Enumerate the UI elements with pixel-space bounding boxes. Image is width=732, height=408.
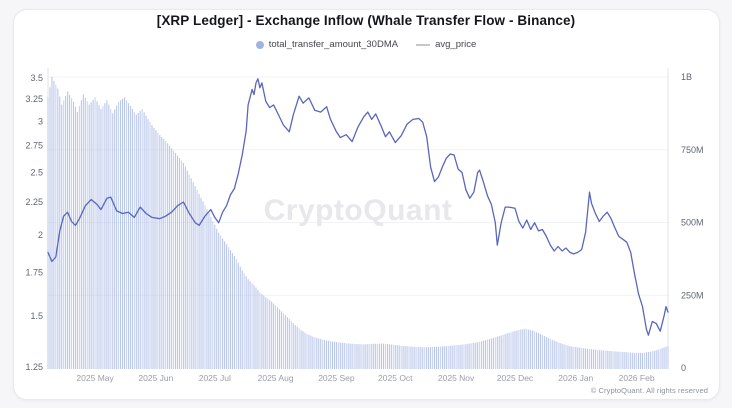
svg-text:2025 Oct: 2025 Oct: [378, 373, 413, 383]
legend-dot-icon: [255, 40, 264, 49]
svg-text:2025 Aug: 2025 Aug: [258, 373, 294, 383]
svg-text:2025 Jul: 2025 Jul: [199, 373, 231, 383]
svg-text:2025 Sep: 2025 Sep: [318, 373, 355, 383]
svg-text:2: 2: [38, 230, 43, 240]
svg-text:2025 May: 2025 May: [76, 373, 114, 383]
svg-text:3.5: 3.5: [30, 73, 43, 83]
svg-text:250M: 250M: [681, 290, 704, 300]
chart-title: [XRP Ledger] - Exchange Inflow (Whale Tr…: [156, 13, 576, 28]
legend-item-avg-price[interactable]: avg_price: [416, 39, 476, 50]
svg-text:500M: 500M: [681, 218, 704, 228]
svg-text:750M: 750M: [681, 145, 704, 155]
svg-text:2025 Dec: 2025 Dec: [497, 373, 534, 383]
bar-series: [47, 77, 669, 370]
legend-label-avg-price: avg_price: [435, 39, 477, 50]
svg-text:2025 Nov: 2025 Nov: [438, 373, 475, 383]
svg-text:1.75: 1.75: [25, 268, 43, 278]
gridlines: [48, 76, 668, 296]
svg-text:1.5: 1.5: [30, 311, 43, 321]
svg-text:2.75: 2.75: [25, 141, 43, 151]
svg-text:1.25: 1.25: [25, 362, 43, 372]
svg-text:2.5: 2.5: [30, 167, 43, 177]
legend: total_transfer_amount_30DMA avg_price: [0, 39, 732, 50]
y-axis-right-labels: 1B 750M 500M 250M 0: [681, 72, 704, 373]
svg-text:3: 3: [38, 116, 43, 126]
svg-text:2.25: 2.25: [25, 197, 43, 207]
svg-text:1B: 1B: [681, 72, 692, 82]
avg-price-line: [47, 78, 669, 336]
svg-text:2026 Feb: 2026 Feb: [619, 373, 655, 383]
legend-line-icon: [416, 43, 431, 46]
copyright-text: © CryptoQuant. All rights reserved: [590, 386, 708, 395]
svg-text:3.25: 3.25: [25, 94, 43, 104]
svg-text:2025 Jun: 2025 Jun: [138, 373, 173, 383]
watermark-text: CryptoQuant: [264, 194, 453, 227]
legend-item-total-transfer-amount[interactable]: total_transfer_amount_30DMA: [255, 39, 399, 50]
y-axis-left-labels: 3.5 3.25 3 2.75 2.5 2.25 2 1.75 1.5 1.25: [25, 73, 43, 372]
x-axis-labels: 2025 May 2025 Jun 2025 Jul 2025 Aug 2025 Sep…: [76, 373, 654, 383]
svg-text:2026 Jan: 2026 Jan: [558, 373, 593, 383]
svg-text:0: 0: [681, 363, 686, 373]
legend-label-total-transfer-amount: total_transfer_amount_30DMA: [268, 39, 399, 50]
